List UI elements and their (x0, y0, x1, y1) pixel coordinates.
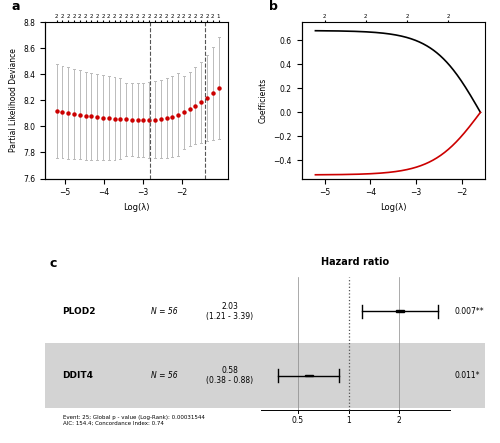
Text: DDIT4: DDIT4 (62, 371, 94, 380)
Text: 2.03
(1.21 - 3.39): 2.03 (1.21 - 3.39) (206, 302, 254, 321)
Y-axis label: Partial Likelihood Deviance: Partial Likelihood Deviance (8, 48, 18, 152)
Bar (305, 374, 312, 377)
Text: 0.011*: 0.011* (454, 371, 479, 380)
Text: PLOD2: PLOD2 (62, 307, 96, 316)
Text: a: a (12, 0, 20, 13)
Text: 0.58
(0.38 - 0.88): 0.58 (0.38 - 0.88) (206, 366, 254, 385)
FancyBboxPatch shape (45, 283, 485, 339)
X-axis label: Log(λ): Log(λ) (380, 203, 406, 212)
Text: 0.5: 0.5 (292, 416, 304, 425)
X-axis label: Log(λ): Log(λ) (124, 203, 150, 212)
Bar (396, 311, 404, 312)
Text: c: c (50, 256, 57, 270)
Text: N = 56: N = 56 (150, 307, 177, 316)
Text: Event: 25; Global p - value (Log-Rank): 0.00031544
AIC: 154.4; Concordance Index: Event: 25; Global p - value (Log-Rank): … (62, 415, 204, 425)
Text: b: b (268, 0, 278, 13)
FancyBboxPatch shape (45, 343, 485, 408)
Text: N = 56: N = 56 (150, 371, 177, 380)
Text: 2: 2 (397, 416, 402, 425)
Text: 0.007**: 0.007** (454, 307, 484, 316)
Text: 1: 1 (346, 416, 351, 425)
Y-axis label: Coefficients: Coefficients (259, 78, 268, 123)
Text: Hazard ratio: Hazard ratio (321, 256, 390, 267)
